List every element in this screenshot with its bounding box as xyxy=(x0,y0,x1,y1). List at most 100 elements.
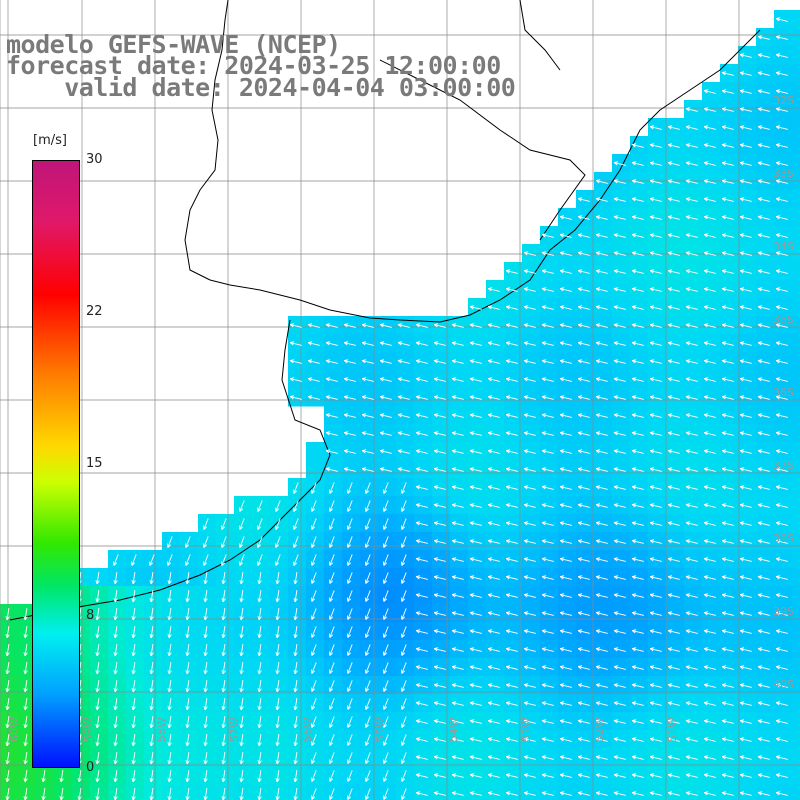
wind-arrow xyxy=(415,485,428,490)
wind-speed-cell xyxy=(648,640,667,659)
wind-speed-cell xyxy=(576,604,595,623)
wind-arrow xyxy=(775,413,788,418)
wind-arrow xyxy=(757,215,770,220)
wind-speed-cell xyxy=(540,370,559,389)
wind-arrow xyxy=(613,431,626,436)
wind-speed-cell xyxy=(792,694,800,713)
wind-arrow xyxy=(523,323,536,328)
wind-arrow xyxy=(613,377,626,382)
wind-speed-cell xyxy=(774,694,793,713)
wind-speed-cell xyxy=(648,694,667,713)
wind-arrow xyxy=(383,500,389,512)
wind-arrow xyxy=(221,554,227,566)
wind-arrow xyxy=(343,323,356,328)
wind-speed-cell xyxy=(252,694,271,713)
wind-speed-cell xyxy=(198,658,217,677)
wind-speed-cell xyxy=(792,622,800,641)
wind-speed-cell xyxy=(684,208,703,227)
wind-arrow xyxy=(505,503,518,508)
wind-speed-cell xyxy=(774,46,793,65)
wind-speed-cell xyxy=(738,136,757,155)
wind-speed-cell xyxy=(252,730,271,749)
wind-arrow xyxy=(613,539,626,544)
wind-arrow xyxy=(523,413,536,418)
wind-arrow xyxy=(239,536,245,548)
wind-speed-cell xyxy=(702,550,721,569)
wind-speed-cell xyxy=(720,676,739,695)
wind-speed-cell xyxy=(630,658,649,677)
wind-speed-cell xyxy=(540,658,559,677)
wind-speed-cell xyxy=(684,370,703,389)
wind-speed-cell xyxy=(144,658,163,677)
wind-arrow xyxy=(523,305,536,310)
lat-label-37s: 37S xyxy=(773,459,794,472)
wind-speed-cell xyxy=(558,496,577,515)
wind-arrow xyxy=(577,341,590,346)
wind-speed-cell xyxy=(432,352,451,371)
wind-speed-cell xyxy=(468,424,487,443)
lon-label-59w: 59W xyxy=(82,717,95,742)
wind-speed-cell xyxy=(396,460,415,479)
wind-speed-cell xyxy=(756,640,775,659)
wind-arrow xyxy=(487,503,500,508)
lon-label-53w: 53W xyxy=(520,717,533,742)
wind-speed-cell xyxy=(144,748,163,767)
wind-speed-cell xyxy=(612,244,631,263)
wind-speed-cell xyxy=(558,478,577,497)
wind-speed-cell xyxy=(738,424,757,443)
wind-arrow xyxy=(703,305,716,310)
wind-speed-cell xyxy=(576,478,595,497)
wind-speed-cell xyxy=(756,334,775,353)
wind-speed-cell xyxy=(270,658,289,677)
wind-speed-cell xyxy=(234,730,253,749)
wind-speed-cell xyxy=(342,604,361,623)
wind-arrow xyxy=(311,536,317,548)
wind-speed-cell xyxy=(720,550,739,569)
wind-speed-cell xyxy=(468,298,487,317)
wind-arrow xyxy=(95,572,100,585)
wind-speed-cell xyxy=(522,334,541,353)
wind-arrow xyxy=(113,572,118,585)
wind-speed-cell xyxy=(216,658,235,677)
wind-speed-cell xyxy=(342,370,361,389)
wind-speed-cell xyxy=(702,136,721,155)
wind-arrow xyxy=(649,431,662,436)
wind-speed-cell xyxy=(486,496,505,515)
wind-arrow xyxy=(595,395,608,400)
wind-speed-cell xyxy=(774,190,793,209)
wind-speed-cell xyxy=(522,388,541,407)
wind-arrow xyxy=(113,554,119,566)
wind-speed-cell xyxy=(414,658,433,677)
wind-speed-cell xyxy=(396,766,415,785)
wind-arrow xyxy=(721,539,734,544)
wind-arrow xyxy=(505,539,518,544)
wind-speed-cell xyxy=(576,784,595,800)
wind-arrow xyxy=(379,431,392,436)
wind-speed-cell xyxy=(342,640,361,659)
wind-arrow xyxy=(649,233,662,238)
wind-speed-cell xyxy=(72,784,91,800)
wind-speed-cell xyxy=(252,586,271,605)
wind-speed-cell xyxy=(702,154,721,173)
wind-speed-cell xyxy=(198,766,217,785)
wind-speed-cell xyxy=(702,406,721,425)
wind-arrow xyxy=(433,395,446,400)
wind-arrow xyxy=(721,503,734,508)
wind-arrow xyxy=(559,575,572,580)
wind-speed-cell xyxy=(360,586,379,605)
wind-speed-cell xyxy=(360,532,379,551)
wind-speed-cell xyxy=(234,586,253,605)
wind-arrow xyxy=(757,251,770,256)
wind-arrow xyxy=(131,554,137,566)
wind-arrow xyxy=(433,413,446,418)
wind-speed-cell xyxy=(450,442,469,461)
wind-speed-cell xyxy=(756,100,775,119)
wind-speed-cell xyxy=(738,190,757,209)
wind-speed-cell xyxy=(18,640,37,659)
wind-speed-cell xyxy=(684,496,703,515)
wind-arrow xyxy=(505,359,518,364)
wind-speed-cell xyxy=(108,766,127,785)
wind-speed-cell xyxy=(108,568,127,587)
wind-speed-cell xyxy=(450,352,469,371)
